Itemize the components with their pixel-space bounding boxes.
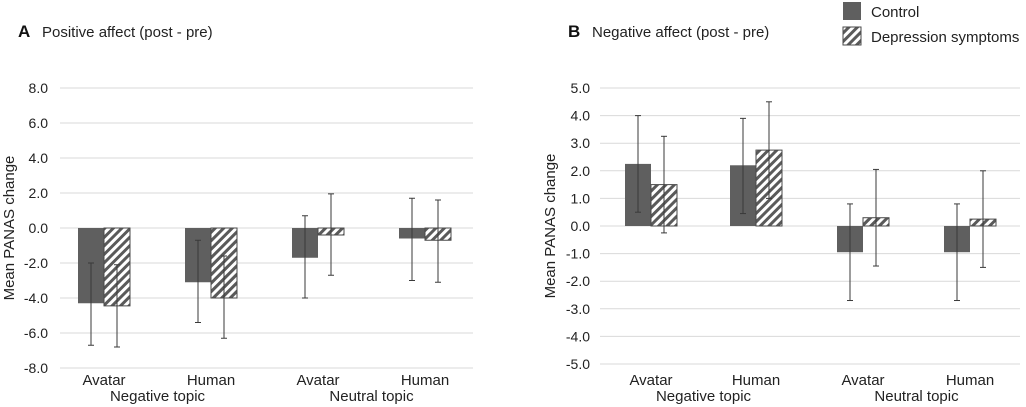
y-tick-label: -4.0 [24,290,48,306]
y-axis-label: Mean PANAS change [1,156,18,301]
y-tick-label: 3.0 [571,135,591,151]
x-category-label: Avatar [841,372,884,389]
panel-a-chart: A Positive affect (post - pre) -8.0 -6.0 -4.… [1,22,473,405]
panel-b-chart: B Negative affect (post - pre) -5.0 -4.0 -3.… [542,22,1020,405]
chart-title: Negative affect (post - pre) [592,24,769,41]
x-category-label: Human [946,372,994,389]
y-tick-label: -6.0 [24,325,48,341]
panel-letter: B [568,22,580,41]
y-tick-label: 1.0 [571,190,591,206]
x-group-label: Neutral topic [874,388,959,405]
y-tick-label: 5.0 [571,80,591,96]
y-axis-label: Mean PANAS change [542,154,559,299]
x-category-label: Avatar [629,372,672,389]
y-tick-label: 6.0 [29,115,49,131]
y-tick-label: 4.0 [571,108,591,124]
legend-label-depression: Depression symptoms [871,29,1019,46]
y-tick-label: 8.0 [29,80,49,96]
y-tick-label: -3.0 [566,301,590,317]
x-group-label: Neutral topic [329,388,414,405]
panel-letter: A [18,22,30,41]
y-tick-label: -4.0 [566,328,590,344]
y-tick-label: -8.0 [24,360,48,376]
x-category-label: Avatar [82,372,125,389]
legend-label-control: Control [871,4,919,21]
x-category-label: Human [187,372,235,389]
y-tick-label: 2.0 [571,163,591,179]
y-tick-label: 0.0 [29,220,49,236]
y-tick-label: 2.0 [29,185,49,201]
x-category-label: Human [401,372,449,389]
chart-title: Positive affect (post - pre) [42,24,213,41]
y-tick-label: 0.0 [571,218,591,234]
y-tick-label: -2.0 [566,273,590,289]
y-tick-label: -5.0 [566,356,590,372]
legend: Control Depression symptoms [842,2,1019,46]
y-tick-label: 4.0 [29,150,49,166]
y-tick-label: -1.0 [566,246,590,262]
legend-swatch-control [843,2,861,20]
legend-swatch-depression [842,26,862,46]
x-group-label: Negative topic [656,388,752,405]
y-tick-label: -2.0 [24,255,48,271]
x-group-label: Negative topic [110,388,206,405]
x-category-label: Human [732,372,780,389]
x-category-label: Avatar [296,372,339,389]
